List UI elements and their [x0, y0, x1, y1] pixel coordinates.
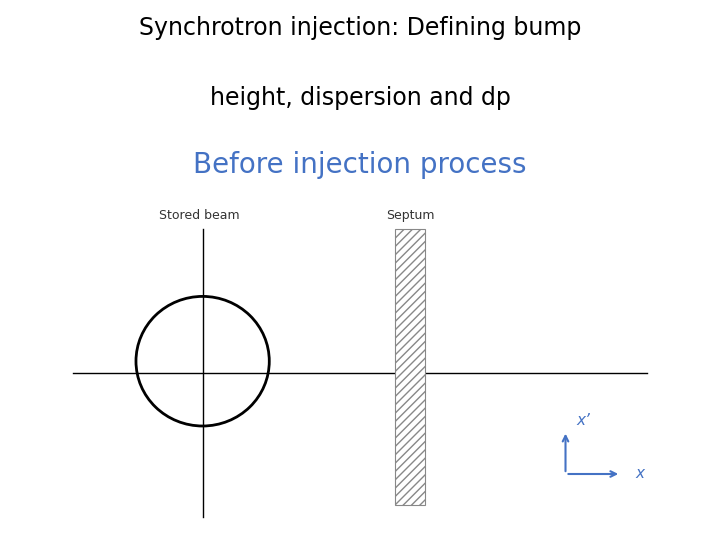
Text: Before injection process: Before injection process [193, 151, 527, 179]
Text: height, dispersion and dp: height, dispersion and dp [210, 86, 510, 110]
Text: x: x [636, 467, 645, 482]
Text: x’: x’ [577, 414, 590, 428]
Text: Stored beam: Stored beam [158, 209, 239, 222]
Bar [395, 229, 425, 505]
Text: Synchrotron injection: Defining bump: Synchrotron injection: Defining bump [139, 16, 581, 40]
Text: Septum: Septum [386, 209, 434, 222]
